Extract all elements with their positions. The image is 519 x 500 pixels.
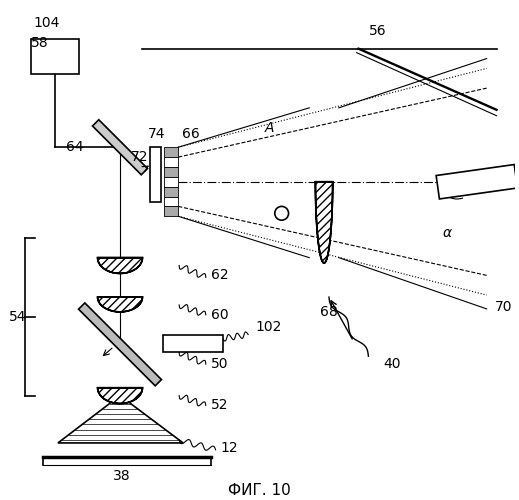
Text: 58: 58: [31, 36, 49, 50]
Text: 104: 104: [33, 16, 60, 30]
Text: 66: 66: [182, 128, 200, 141]
Bar: [165, 186, 178, 196]
Bar: [165, 177, 178, 186]
Text: 38: 38: [113, 470, 131, 484]
Text: 68: 68: [320, 305, 338, 319]
Text: 60: 60: [211, 308, 228, 322]
Bar: [163, 334, 223, 352]
Circle shape: [275, 206, 289, 220]
Polygon shape: [92, 120, 147, 175]
Polygon shape: [98, 388, 142, 404]
Text: ФИГ. 10: ФИГ. 10: [228, 482, 290, 498]
Polygon shape: [58, 396, 183, 443]
Bar: [149, 148, 161, 203]
Text: 12: 12: [221, 441, 238, 455]
Bar: [165, 196, 178, 206]
Text: 64: 64: [66, 140, 84, 154]
Text: A: A: [265, 120, 275, 134]
Bar: [165, 148, 178, 157]
Polygon shape: [98, 258, 142, 274]
Polygon shape: [78, 303, 161, 386]
Bar: [165, 167, 178, 177]
Text: 50: 50: [211, 357, 228, 371]
Text: 54: 54: [9, 310, 26, 324]
Text: 70: 70: [495, 300, 512, 314]
Polygon shape: [436, 164, 517, 199]
Bar: [31, 39, 78, 74]
Polygon shape: [316, 182, 333, 263]
Text: 74: 74: [148, 128, 165, 141]
Text: α: α: [443, 226, 452, 240]
Text: 62: 62: [211, 268, 228, 282]
Text: 72: 72: [131, 150, 148, 164]
Bar: [165, 157, 178, 167]
Text: 52: 52: [211, 398, 228, 412]
Polygon shape: [98, 297, 142, 312]
Text: 56: 56: [370, 24, 387, 38]
Text: 102: 102: [255, 320, 281, 334]
Text: 40: 40: [383, 357, 401, 371]
Bar: [165, 206, 178, 216]
